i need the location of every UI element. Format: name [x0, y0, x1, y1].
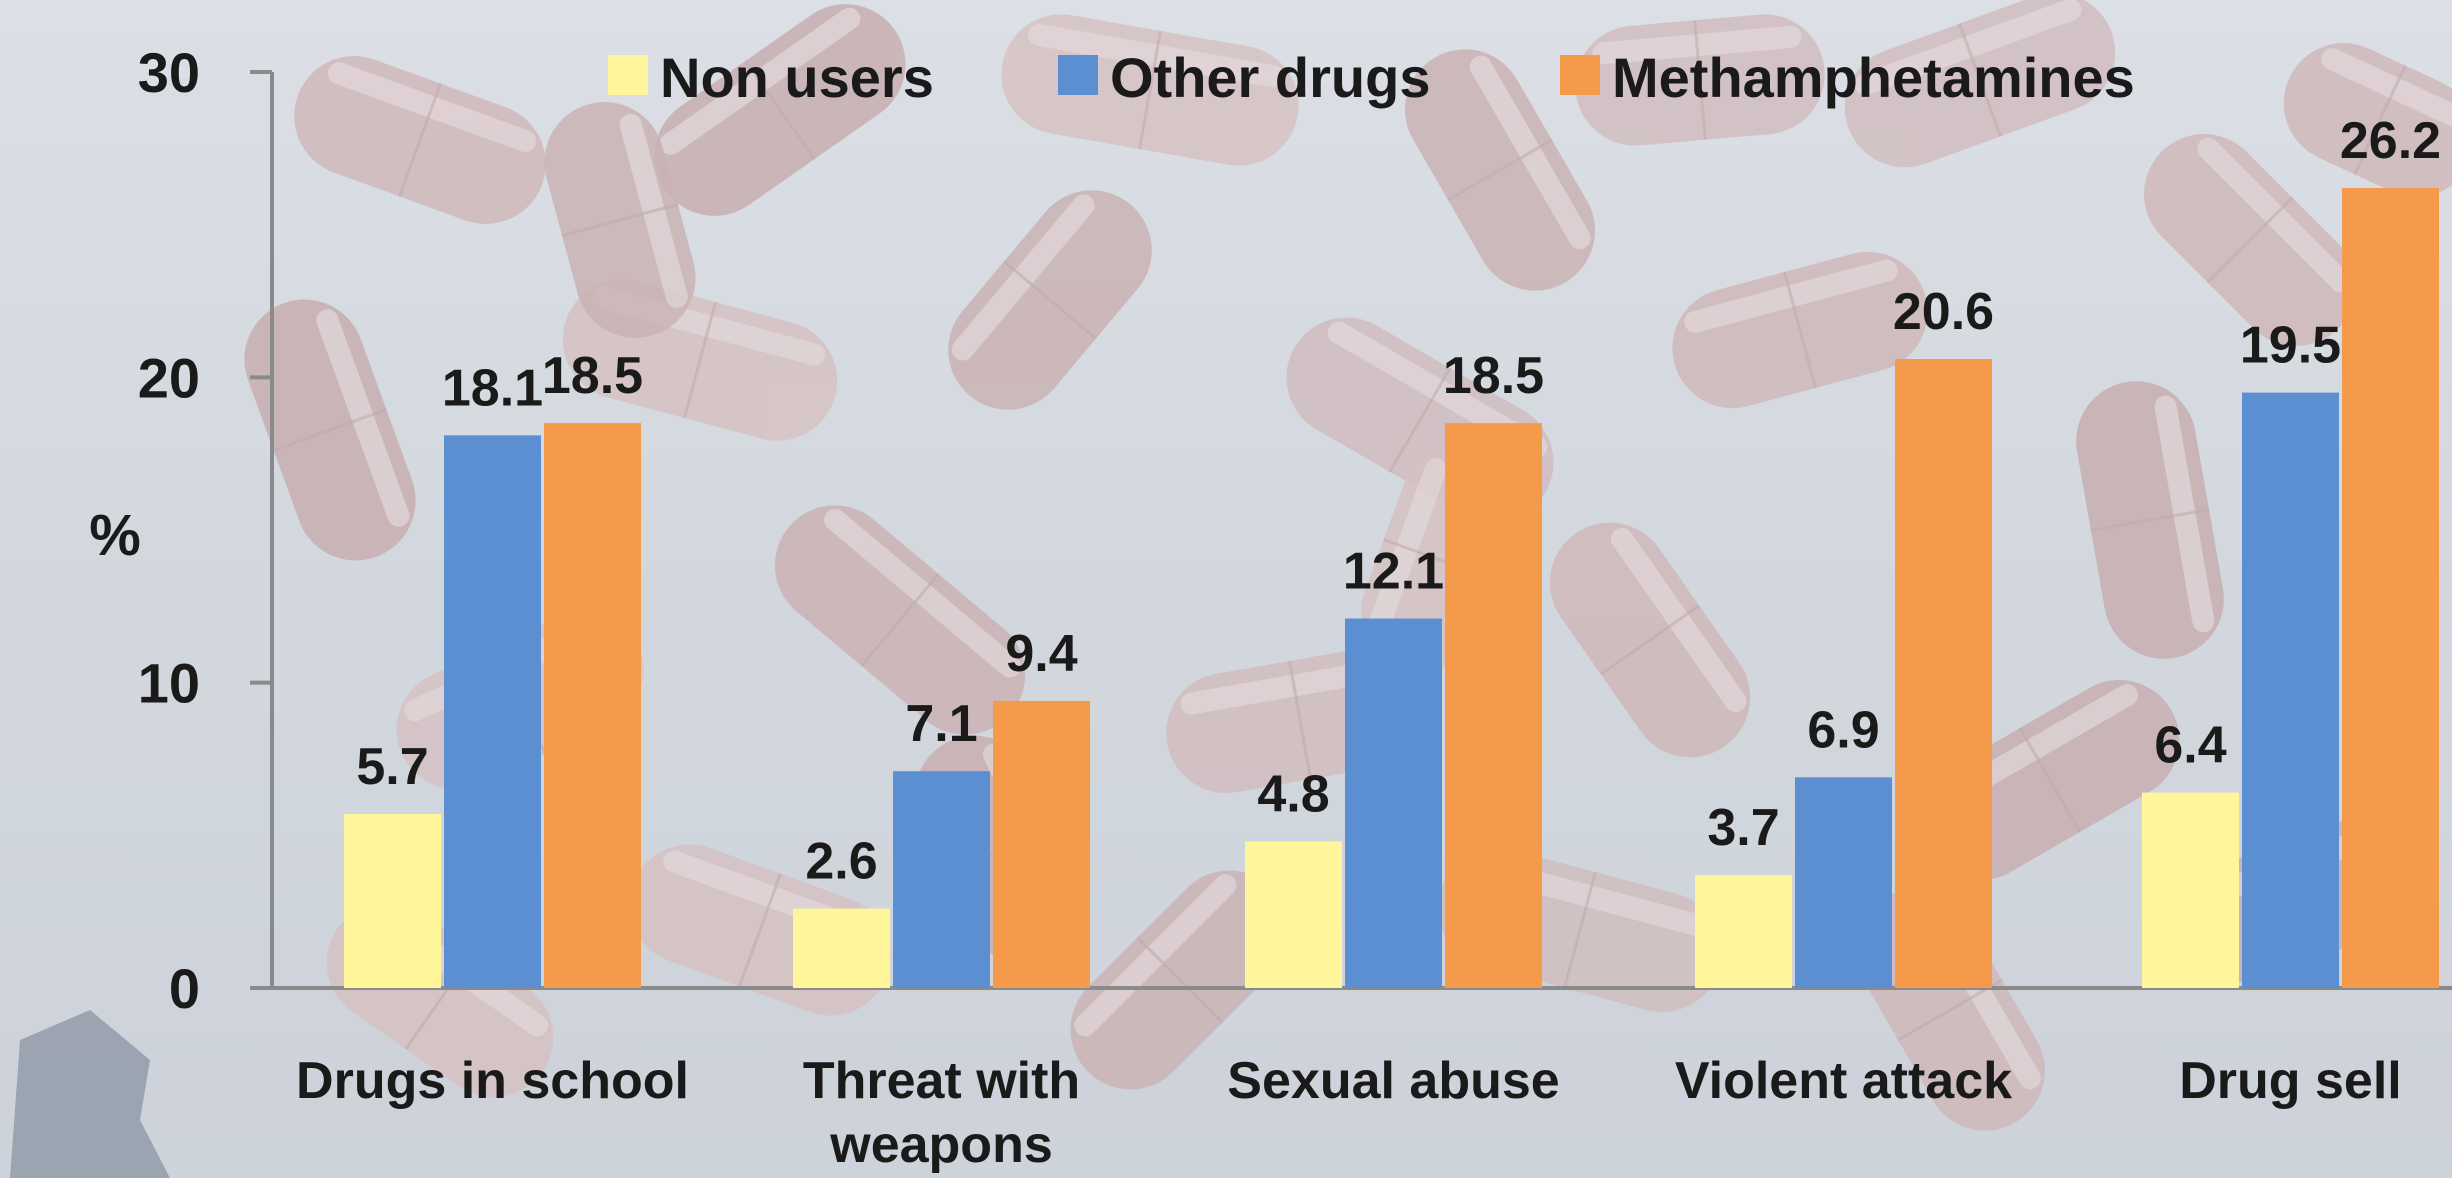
- data-label: 18.5: [542, 347, 643, 405]
- x-tick-label: Sexual abuse: [1227, 1052, 1559, 1110]
- data-label: 18.1: [442, 359, 543, 417]
- capsule-shape: [2283, 43, 2452, 197]
- bar: [2242, 392, 2339, 989]
- capsule-shape: [1844, 0, 2116, 168]
- legend-label: Other drugs: [1110, 46, 1430, 109]
- bar: [1345, 618, 1442, 988]
- x-tick-label: weapons: [829, 1116, 1053, 1174]
- x-tick-label: Drugs in school: [296, 1052, 689, 1110]
- bar: [344, 813, 441, 988]
- data-label: 5.7: [356, 738, 428, 796]
- bar: [993, 700, 1090, 988]
- data-label: 19.5: [2240, 317, 2341, 375]
- y-tick-label: 20: [138, 346, 200, 409]
- capsule-shape: [774, 505, 1026, 735]
- legend-label: Methamphetamines: [1612, 46, 2135, 109]
- data-label: 6.9: [1807, 701, 1879, 759]
- data-label: 18.5: [1443, 347, 1544, 405]
- data-label: 7.1: [905, 695, 977, 753]
- bar: [793, 908, 890, 988]
- y-tick-label: 30: [138, 41, 200, 104]
- data-label: 20.6: [1893, 283, 1994, 341]
- bar: [1895, 359, 1992, 989]
- capsule-shape: [654, 4, 906, 216]
- y-tick-label: 10: [138, 652, 200, 715]
- data-label: 3.7: [1707, 799, 1779, 857]
- y-tick-label: 0: [169, 957, 200, 1020]
- bar: [2342, 188, 2439, 988]
- capsule-shape: [1001, 14, 1299, 166]
- legend-swatch: [608, 55, 648, 95]
- legend-swatch: [1560, 55, 1600, 95]
- bar: [2142, 792, 2239, 988]
- x-tick-label: Violent attack: [1675, 1052, 2012, 1110]
- capsule-shape: [2076, 381, 2224, 659]
- bar: [1695, 875, 1792, 988]
- capsule-shape: [1672, 251, 1928, 409]
- y-axis-label: %: [89, 503, 141, 568]
- bar: [1795, 777, 1892, 988]
- x-tick-label: Threat with: [803, 1052, 1080, 1110]
- capsule-shape: [1405, 49, 1595, 291]
- data-label: 9.4: [1005, 625, 1077, 683]
- capsule-shape: [948, 190, 1152, 410]
- data-label: 4.8: [1257, 765, 1329, 823]
- data-label: 26.2: [2340, 112, 2441, 170]
- capsule-shape: [1575, 14, 1825, 146]
- map-shape: [10, 1010, 170, 1178]
- data-label: 2.6: [805, 833, 877, 891]
- x-tick-label: Drug sell: [2179, 1052, 2402, 1110]
- data-label: 12.1: [1343, 543, 1444, 601]
- bar: [893, 771, 990, 988]
- capsule-shape: [544, 102, 696, 338]
- bar: [544, 423, 641, 989]
- legend-swatch: [1058, 55, 1098, 95]
- bar: [1245, 841, 1342, 988]
- legend-label: Non users: [660, 46, 934, 109]
- capsule-shape: [244, 299, 416, 561]
- capsule-shape: [1549, 522, 1751, 758]
- capsule-shape: [1070, 870, 1290, 1090]
- bar: [444, 435, 541, 988]
- capsule-shape: [2144, 134, 2356, 346]
- data-label: 6.4: [2154, 717, 2226, 775]
- capsule-shape: [294, 56, 546, 224]
- bar: [1445, 423, 1542, 989]
